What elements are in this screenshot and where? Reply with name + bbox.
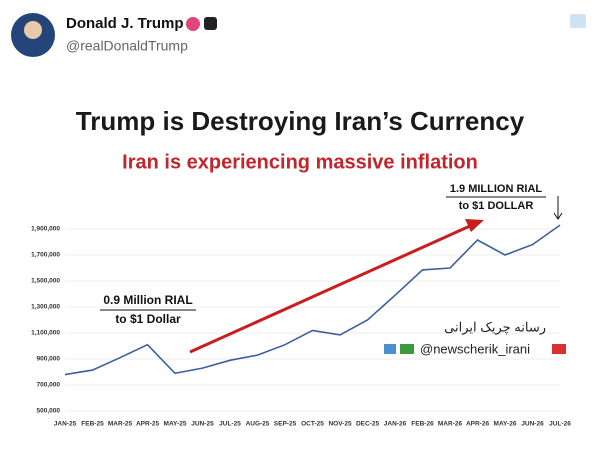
x-tick-label: AUG-25: [246, 421, 270, 428]
annotation: 1.9 MILLION RIAL: [450, 183, 543, 195]
flag-icon: [384, 344, 396, 354]
flag-icon: [400, 344, 414, 354]
y-tick-label: 500,000: [37, 408, 61, 415]
x-tick-label: DEC-25: [356, 421, 380, 428]
y-tick-label: 1,100,000: [31, 330, 60, 337]
y-tick-label: 1,500,000: [31, 278, 60, 285]
author-handle[interactable]: @realDonaldTrump: [66, 38, 188, 54]
watermark: رسانه چریک ایرانی: [444, 319, 546, 335]
x-tick-label: FEB-26: [411, 421, 434, 428]
line-series: [64, 224, 561, 376]
verified-badge: [186, 17, 200, 31]
flag-icon: [552, 344, 566, 354]
watermark: @newscherik_irani: [420, 341, 530, 356]
x-tick-label: JUL-25: [219, 421, 241, 428]
x-tick-label: APR-25: [136, 421, 160, 428]
y-tick-label: 1,300,000: [31, 304, 60, 311]
x-tick-label: JUN-26: [521, 421, 544, 428]
x-tick-label: MAR-26: [438, 421, 463, 428]
x-tick-label: JUL-26: [549, 421, 571, 428]
x-tick-label: JUN-25: [191, 421, 214, 428]
x-tick-label: JAN-25: [54, 421, 77, 428]
y-tick-label: 700,000: [37, 382, 61, 389]
annotation-arrow: [553, 196, 563, 220]
affiliation-badge: [204, 17, 217, 30]
y-tick-label: 1,700,000: [31, 252, 60, 259]
x-tick-label: JAN-26: [384, 421, 407, 428]
annotation: to $1 Dollar: [115, 312, 181, 326]
annotation: 0.9 Million RIAL: [103, 293, 192, 307]
menu-icon[interactable]: [570, 14, 586, 28]
x-tick-label: SEP-25: [274, 421, 297, 428]
x-tick-label: NOV-25: [328, 421, 352, 428]
chart-title: Trump is Destroying Iran’s Currency: [76, 106, 525, 136]
chart-subtitle: Iran is experiencing massive inflation: [122, 151, 478, 173]
x-tick-label: MAY-25: [164, 421, 187, 428]
trend-arrow-head: [465, 219, 484, 232]
y-tick-label: 900,000: [37, 356, 61, 363]
x-tick-label: MAR-25: [108, 421, 133, 428]
avatar-face: [24, 21, 42, 39]
x-tick-label: FEB-25: [81, 421, 104, 428]
annotation: to $1 DOLLAR: [459, 200, 534, 212]
x-tick-label: OCT-25: [301, 421, 324, 428]
x-tick-label: APR-26: [466, 421, 490, 428]
author-name[interactable]: Donald J. Trump: [66, 15, 184, 32]
y-tick-label: 1,900,000: [31, 226, 60, 233]
trend-arrow: [189, 224, 471, 354]
x-tick-label: MAY-26: [494, 421, 517, 428]
